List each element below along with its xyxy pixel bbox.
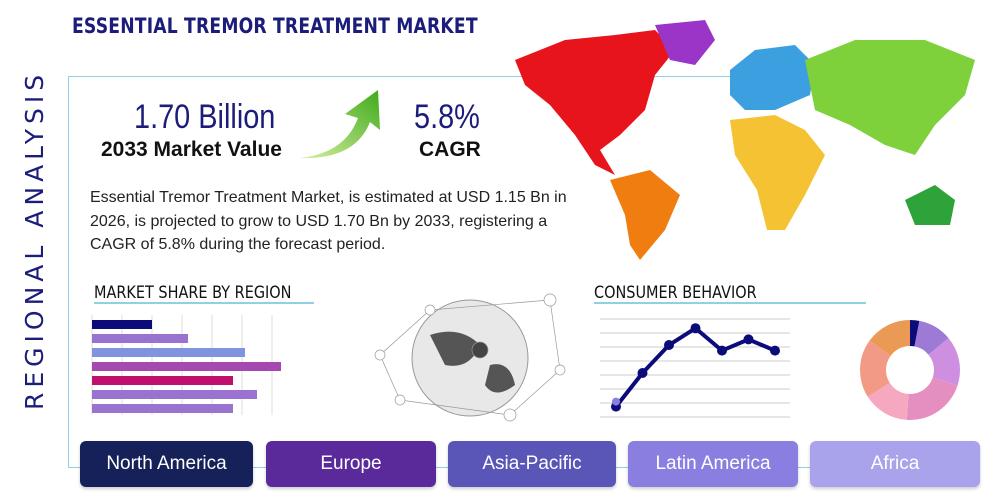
consumer-behavior-underline [594,302,866,304]
data-point-highlight [612,397,620,406]
data-point [770,345,780,356]
data-point [690,323,701,334]
market-share-underline [94,302,314,304]
data-point [637,368,648,378]
bar [92,404,233,413]
region-label: Asia-Pacific [482,453,582,474]
donut-slice [869,320,910,356]
description: Essential Tremor Treatment Market, is es… [90,189,567,253]
bar [92,348,245,357]
market-share-bar-chart [91,315,281,415]
region-button-latin-america[interactable]: Latin America [628,441,798,487]
region-button-europe[interactable]: Europe [266,441,436,487]
donut-slice [928,338,960,386]
consumer-behavior-heading: CONSUMER BEHAVIOR [594,283,757,303]
side-label: REGIONAL ANALYSIS [20,69,49,410]
consumer-donut-chart [860,320,960,420]
donut-slice [860,340,891,397]
globe-network-icon [374,293,566,422]
cagr-value: 5.8% [414,98,480,136]
bar [92,390,257,399]
data-point [717,345,727,356]
bar [92,320,152,329]
bar [92,376,233,385]
world-map [515,20,975,260]
region-label: Europe [320,453,382,474]
donut-slice [914,320,949,355]
page-title: ESSENTIAL TREMOR TREATMENT MARKET [72,14,478,38]
growth-arrow-icon [300,90,380,159]
data-point [664,340,674,350]
donut-slice [910,320,920,347]
bar [92,362,281,371]
map-asia [805,40,975,155]
region-button-north-america[interactable]: North America [80,441,253,487]
market-value-label: 2033 Market Value [101,138,282,161]
region-button-asia-pacific[interactable]: Asia-Pacific [448,441,616,487]
donut-slice [906,377,958,420]
region-button-africa[interactable]: Africa [810,441,980,487]
market-value: 1.70 Billion [134,98,276,136]
donut-slice [867,382,909,420]
data-point [743,334,754,345]
map-greenland [655,20,715,65]
region-label: Latin America [655,453,771,474]
consumer-line-chart [600,318,790,418]
map-africa [730,115,825,230]
region-label: Africa [870,453,920,474]
map-south-america [610,170,680,260]
bar [92,334,188,343]
market-share-heading: MARKET SHARE BY REGION [94,283,292,303]
cagr-label: CAGR [419,138,481,161]
map-north-america [515,30,675,175]
map-oceania [905,185,955,225]
region-label: North America [106,453,227,474]
map-europe [730,45,815,110]
